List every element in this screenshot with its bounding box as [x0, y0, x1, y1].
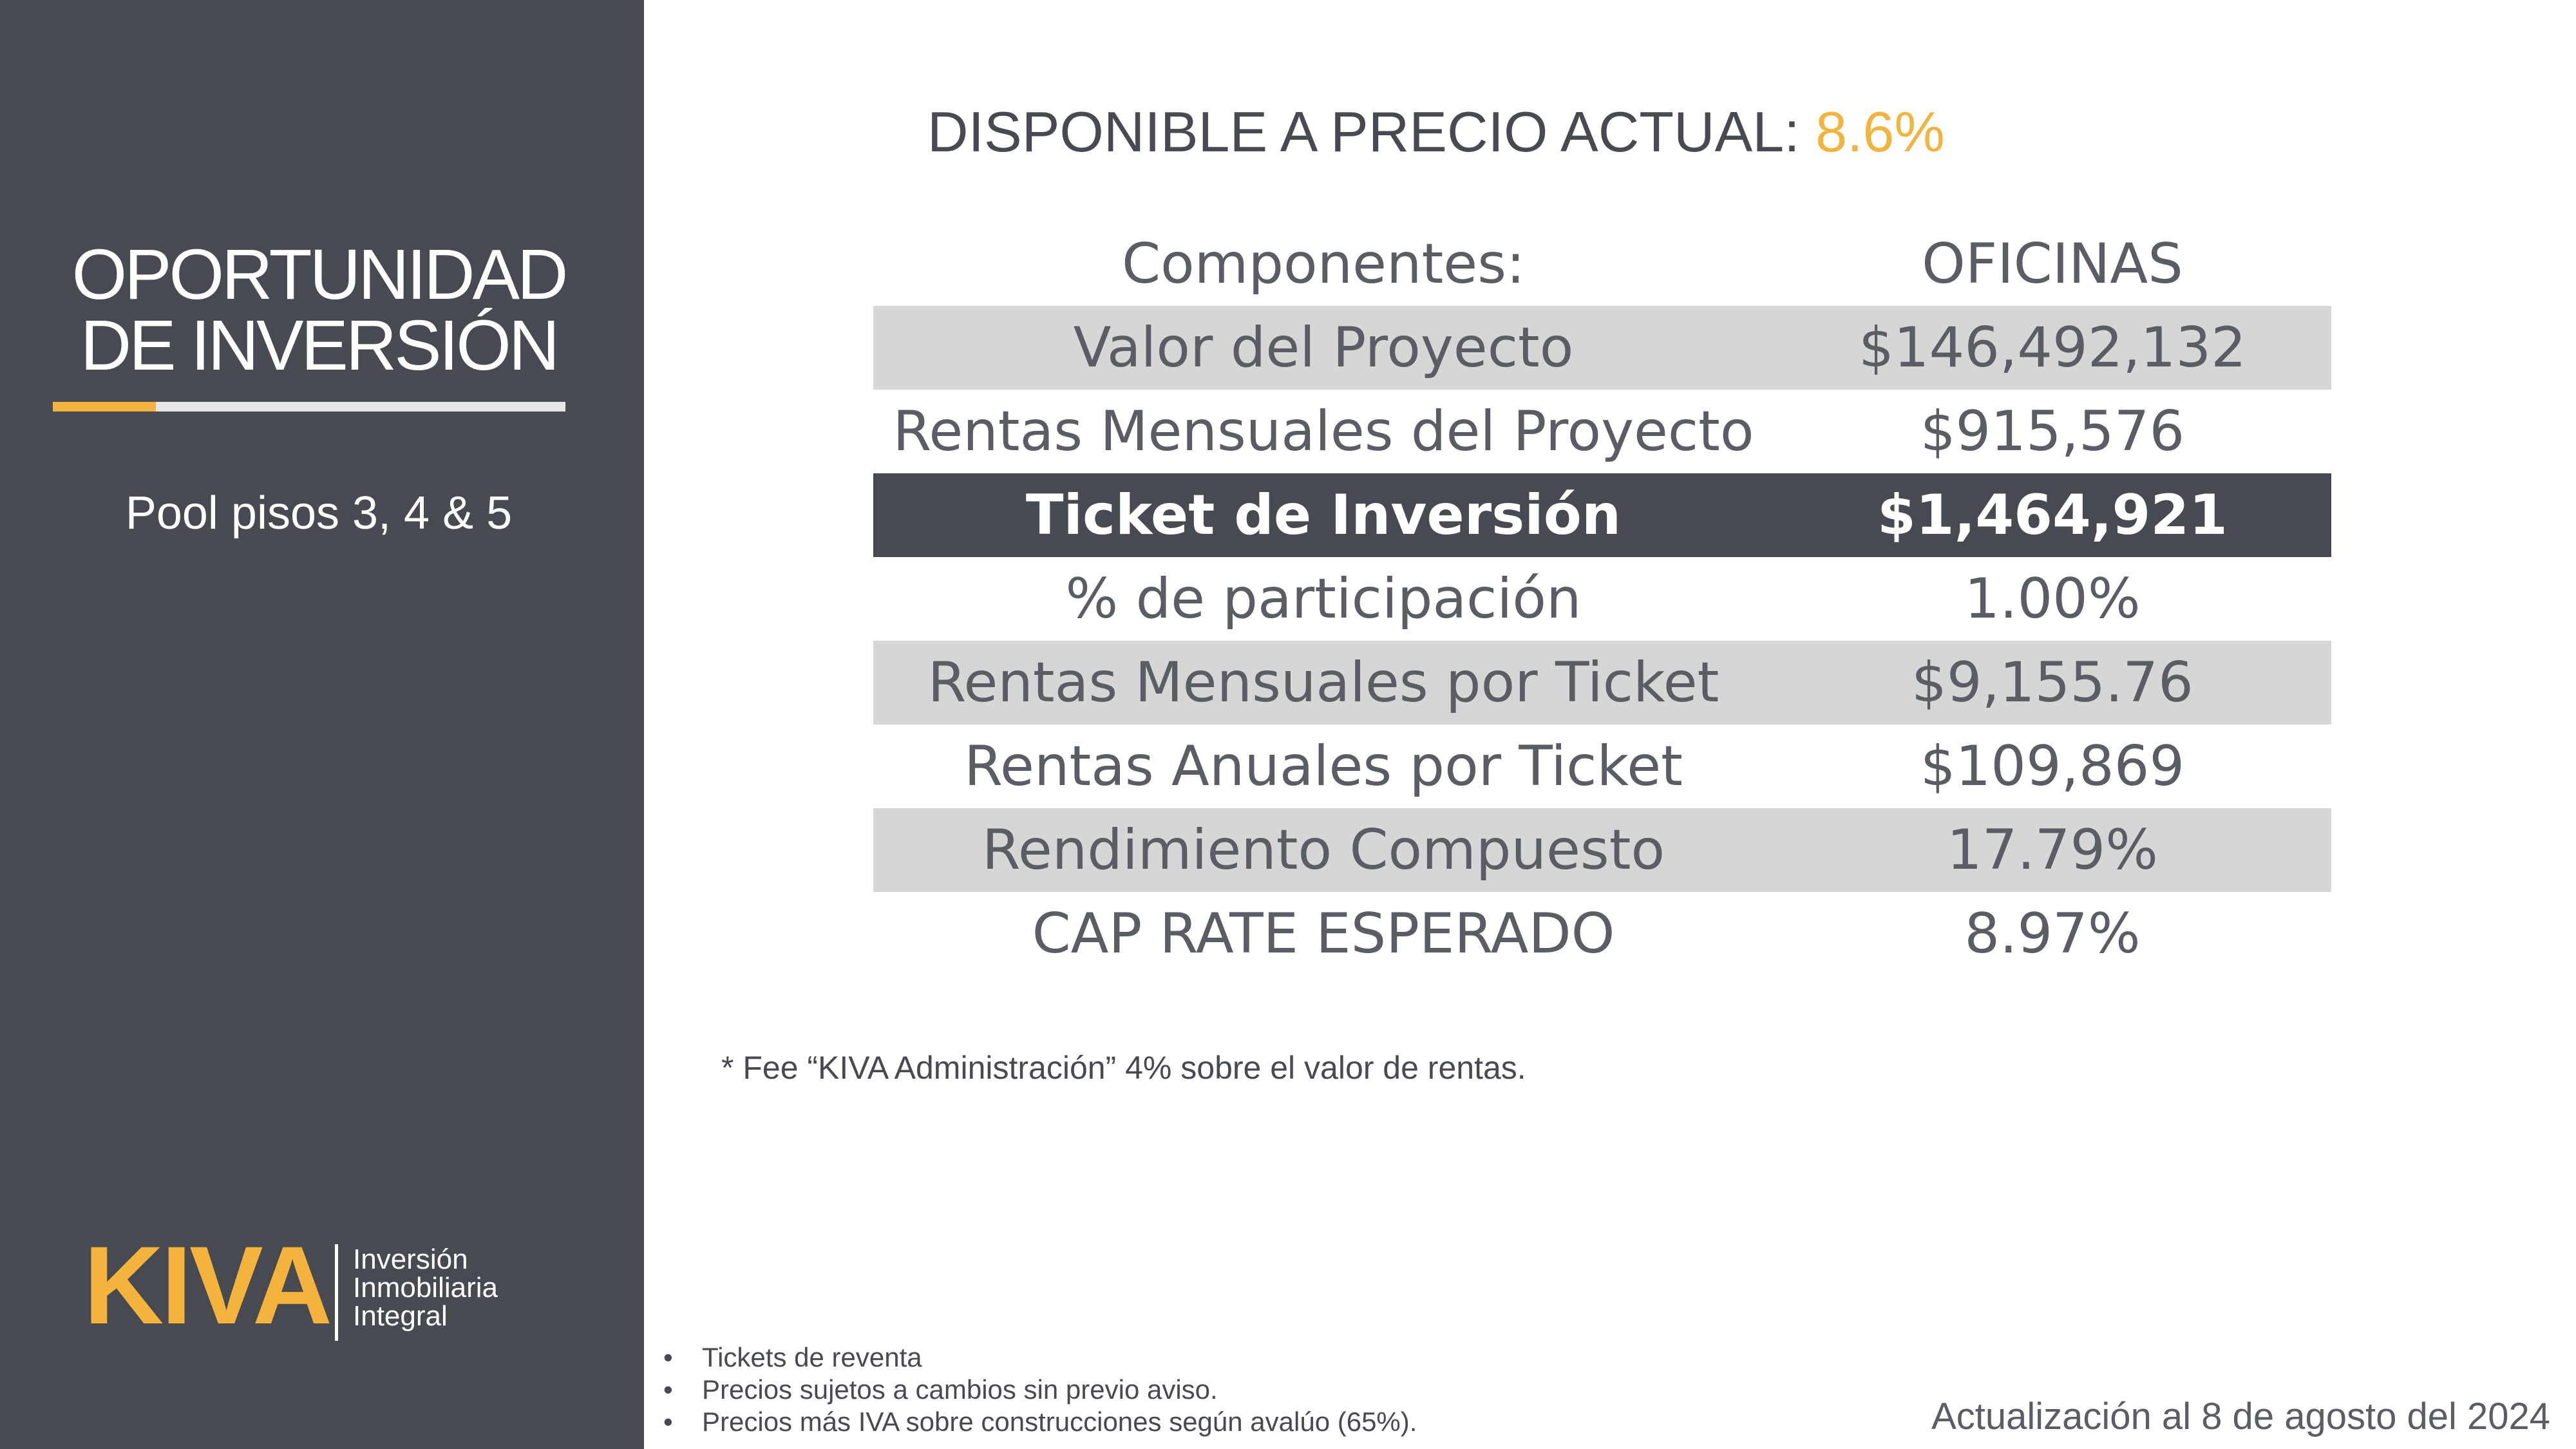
row-value: $1,464,921	[1877, 483, 2228, 547]
logo-tagline-line: Inmobiliaria	[353, 1272, 498, 1303]
update-date: Actualización al 8 de agosto del 2024	[1931, 1396, 2550, 1437]
row-label: Ticket de Inversión	[1025, 483, 1622, 547]
row-value: $9,155.76	[1911, 650, 2193, 715]
table-header-label: Componentes:	[1122, 232, 1525, 296]
row-label: CAP RATE ESPERADO	[1032, 902, 1615, 966]
bullet-marker: •	[663, 1342, 673, 1372]
row-value: 1.00%	[1964, 567, 2141, 631]
table-header-value: OFICINAS	[1922, 232, 2183, 296]
list-item-text: Precios más IVA sobre construcciones seg…	[702, 1406, 1417, 1437]
fee-footnote: * Fee “KIVA Administración” 4% sobre el …	[721, 1050, 1526, 1086]
investment-table: Componentes: OFICINAS Valor del Proyecto…	[873, 222, 2331, 976]
logo-tagline-line: Integral	[353, 1300, 448, 1332]
table-row: Rentas Anuales por Ticket $109,869	[873, 724, 2331, 808]
row-label: Rentas Mensuales del Proyecto	[893, 399, 1754, 464]
list-item-text: Precios sujetos a cambios sin previo avi…	[702, 1374, 1218, 1405]
row-label: Rentas Mensuales por Ticket	[927, 650, 1719, 715]
title-underline-accent	[53, 402, 156, 412]
row-value: 8.97%	[1964, 902, 2141, 966]
table-row: Valor del Proyecto $146,492,132	[873, 306, 2331, 390]
list-item: • Precios sujetos a cambios sin previo a…	[663, 1374, 1417, 1406]
section-title-line-1: OPORTUNIDAD	[71, 235, 569, 314]
table-row: CAP RATE ESPERADO 8.97%	[873, 892, 2331, 976]
table-row-highlight: Ticket de Inversión $1,464,921	[873, 473, 2331, 557]
row-label: Rendimiento Compuesto	[981, 818, 1665, 882]
page-title-value: 8.6%	[1815, 100, 1945, 164]
logo-tagline-line: Inversión	[353, 1244, 468, 1275]
table-row: Rentas Mensuales por Ticket $9,155.76	[873, 641, 2331, 724]
row-label: Rentas Anuales por Ticket	[964, 734, 1683, 799]
logo-divider	[335, 1244, 338, 1341]
row-label: % de participación	[1065, 567, 1582, 631]
row-value: 17.79%	[1947, 818, 2158, 882]
list-item: • Tickets de reventa	[663, 1341, 1417, 1374]
row-value: $109,869	[1920, 734, 2185, 799]
pool-subtitle: Pool pisos 3, 4 & 5	[125, 488, 513, 539]
title-underline	[156, 402, 565, 412]
table-row: Rentas Mensuales del Proyecto $915,576	[873, 390, 2331, 473]
table-header-row: Componentes: OFICINAS	[873, 222, 2331, 306]
logo-tagline: Inversión Inmobiliaria Integral	[353, 1245, 498, 1331]
list-item: • Precios más IVA sobre construcciones s…	[663, 1406, 1417, 1438]
bullet-marker: •	[663, 1374, 673, 1405]
page-title-prefix: DISPONIBLE A PRECIO ACTUAL:	[927, 100, 1800, 164]
table-row: Rendimiento Compuesto 17.79%	[873, 808, 2331, 892]
section-title: OPORTUNIDAD DE INVERSIÓN	[0, 240, 638, 381]
row-label: Valor del Proyecto	[1073, 316, 1574, 380]
section-title-line-2: DE INVERSIÓN	[80, 306, 560, 385]
table-row: % de participación 1.00%	[873, 557, 2331, 641]
sidebar: OPORTUNIDAD DE INVERSIÓN Pool pisos 3, 4…	[0, 0, 644, 1449]
logo-wordmark: KIVA	[84, 1224, 332, 1347]
page-title: DISPONIBLE A PRECIO ACTUAL: 8.6%	[927, 97, 1945, 167]
bullet-marker: •	[663, 1406, 673, 1437]
list-item-text: Tickets de reventa	[702, 1342, 922, 1372]
disclaimer-list: • Tickets de reventa • Precios sujetos a…	[663, 1341, 1417, 1438]
row-value: $915,576	[1920, 399, 2185, 464]
row-value: $146,492,132	[1859, 316, 2246, 380]
